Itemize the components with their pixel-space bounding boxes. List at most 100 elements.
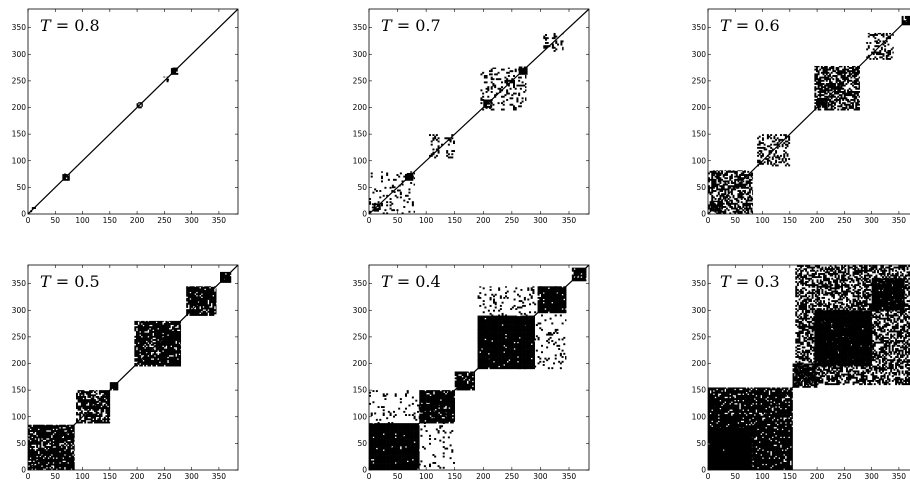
x-tick-label: 350 bbox=[892, 472, 907, 481]
diagonal bbox=[369, 9, 589, 214]
y-tick-label: 0 bbox=[362, 210, 367, 219]
diagonal bbox=[28, 9, 238, 214]
x-tick-label: 0 bbox=[26, 472, 31, 481]
panel-T=0.6: 0 50 100 150 200 250 300 350 0 50 100 150 200 250 300 3… bbox=[692, 8, 910, 225]
matrix-area bbox=[28, 9, 238, 214]
axes-frame bbox=[368, 264, 590, 471]
block-199-210 bbox=[136, 102, 143, 109]
y-tick-label: 250 bbox=[12, 332, 27, 341]
x-tick-label: 50 bbox=[730, 216, 740, 225]
y-tick-label: 350 bbox=[12, 279, 27, 288]
y-tick-label: 50 bbox=[696, 183, 706, 192]
y-tick-label: 250 bbox=[353, 332, 368, 341]
y-tick-label: 0 bbox=[701, 210, 706, 219]
panel-T=0.4: 0 50 100 150 200 250 300 350 0 50 100 150 200 250 300 3… bbox=[353, 264, 590, 481]
x-tick-label: 100 bbox=[755, 216, 770, 225]
x-tick-label: 150 bbox=[448, 216, 463, 225]
y-tick-label: 350 bbox=[692, 279, 707, 288]
y-tick-label: 300 bbox=[12, 306, 27, 315]
y-tick-label: 0 bbox=[362, 466, 367, 475]
axes-frame bbox=[368, 8, 590, 215]
x-tick-label: 0 bbox=[706, 216, 711, 225]
y-tick-label: 250 bbox=[692, 332, 707, 341]
x-tick-label: 250 bbox=[837, 216, 852, 225]
x-tick-label: 300 bbox=[864, 472, 879, 481]
axes-frame bbox=[27, 264, 239, 471]
block-300-360 bbox=[871, 278, 905, 311]
block-290-340 bbox=[866, 32, 894, 60]
x-tick-label: 250 bbox=[157, 472, 172, 481]
matrix-area bbox=[708, 265, 910, 470]
x-tick-label: 50 bbox=[393, 216, 403, 225]
x-tick-label: 200 bbox=[130, 216, 145, 225]
matrix-area bbox=[708, 15, 910, 214]
temperature-label: T = 0.3 bbox=[720, 272, 780, 291]
x-tick-label: 350 bbox=[562, 472, 577, 481]
y-tick-label: 100 bbox=[353, 412, 368, 421]
panel-T=0.8: 0 50 100 150 200 250 300 350 0 50 100 150 200 250 300 3… bbox=[12, 8, 239, 225]
x-tick-label: 300 bbox=[533, 216, 548, 225]
y-tick-label: 200 bbox=[12, 359, 27, 368]
y-tick-label: 350 bbox=[692, 23, 707, 32]
block-63-76 bbox=[62, 173, 70, 181]
y-tick-label: 200 bbox=[353, 103, 368, 112]
y-tick-label: 200 bbox=[692, 103, 707, 112]
y-tick-label: 0 bbox=[21, 466, 26, 475]
block-0-82 bbox=[708, 170, 754, 214]
matrix-area bbox=[369, 265, 589, 470]
y-tick-label: 200 bbox=[353, 359, 368, 368]
axes-frame bbox=[707, 8, 910, 215]
x-tick-label: 0 bbox=[706, 472, 711, 481]
x-tick-label: 250 bbox=[837, 472, 852, 481]
y-tick-label: 300 bbox=[12, 50, 27, 59]
y-tick-label: 50 bbox=[696, 439, 706, 448]
y-tick-label: 0 bbox=[21, 210, 26, 219]
x-tick-label: 150 bbox=[783, 216, 798, 225]
block-305-340 bbox=[543, 32, 564, 52]
y-tick-label: 150 bbox=[12, 130, 27, 139]
y-tick-label: 100 bbox=[353, 156, 368, 165]
y-tick-label: 0 bbox=[701, 466, 706, 475]
x-tick-label: 0 bbox=[26, 216, 31, 225]
x-tick-label: 100 bbox=[75, 472, 90, 481]
block-195-300 bbox=[814, 310, 872, 367]
x-tick-label: 150 bbox=[783, 472, 798, 481]
temperature-label: T = 0.5 bbox=[40, 272, 100, 291]
y-tick-label: 300 bbox=[692, 50, 707, 59]
y-tick-label: 350 bbox=[12, 23, 27, 32]
y-tick-label: 150 bbox=[353, 386, 368, 395]
x-tick-label: 300 bbox=[864, 216, 879, 225]
y-tick-label: 300 bbox=[353, 306, 368, 315]
y-tick-label: 350 bbox=[353, 279, 368, 288]
y-tick-label: 150 bbox=[353, 130, 368, 139]
y-tick-label: 250 bbox=[12, 76, 27, 85]
x-tick-label: 200 bbox=[810, 472, 825, 481]
matrix-area bbox=[28, 265, 238, 470]
axes-frame bbox=[27, 8, 239, 215]
panel-T=0.3: 0 50 100 150 200 250 300 350 0 50 100 150 200 250 300 3… bbox=[692, 264, 910, 481]
matrix-area bbox=[369, 9, 589, 214]
y-tick-label: 150 bbox=[692, 386, 707, 395]
block-0-85 bbox=[28, 424, 75, 470]
x-tick-label: 350 bbox=[212, 216, 227, 225]
y-tick-label: 150 bbox=[12, 386, 27, 395]
temperature-label: T = 0.4 bbox=[381, 272, 441, 291]
x-tick-label: 300 bbox=[184, 472, 199, 481]
y-tick-label: 250 bbox=[692, 76, 707, 85]
x-tick-label: 300 bbox=[184, 216, 199, 225]
x-tick-label: 150 bbox=[103, 472, 118, 481]
block-195-278 bbox=[814, 65, 860, 111]
x-tick-label: 0 bbox=[367, 472, 372, 481]
panel-T=0.7: 0 50 100 150 200 250 300 350 0 50 100 150 200 250 300 3… bbox=[353, 8, 590, 225]
panel-T=0.5: 0 50 100 150 200 250 300 350 0 50 100 150 200 250 300 3… bbox=[12, 264, 239, 481]
y-tick-label: 50 bbox=[16, 439, 26, 448]
x-tick-label: 0 bbox=[367, 216, 372, 225]
y-tick-label: 50 bbox=[357, 183, 367, 192]
y-tick-label: 300 bbox=[353, 50, 368, 59]
x-tick-label: 50 bbox=[50, 472, 60, 481]
diagonal bbox=[708, 15, 910, 214]
y-tick-label: 150 bbox=[692, 130, 707, 139]
block-355-380 bbox=[571, 267, 587, 282]
x-tick-label: 100 bbox=[419, 216, 434, 225]
